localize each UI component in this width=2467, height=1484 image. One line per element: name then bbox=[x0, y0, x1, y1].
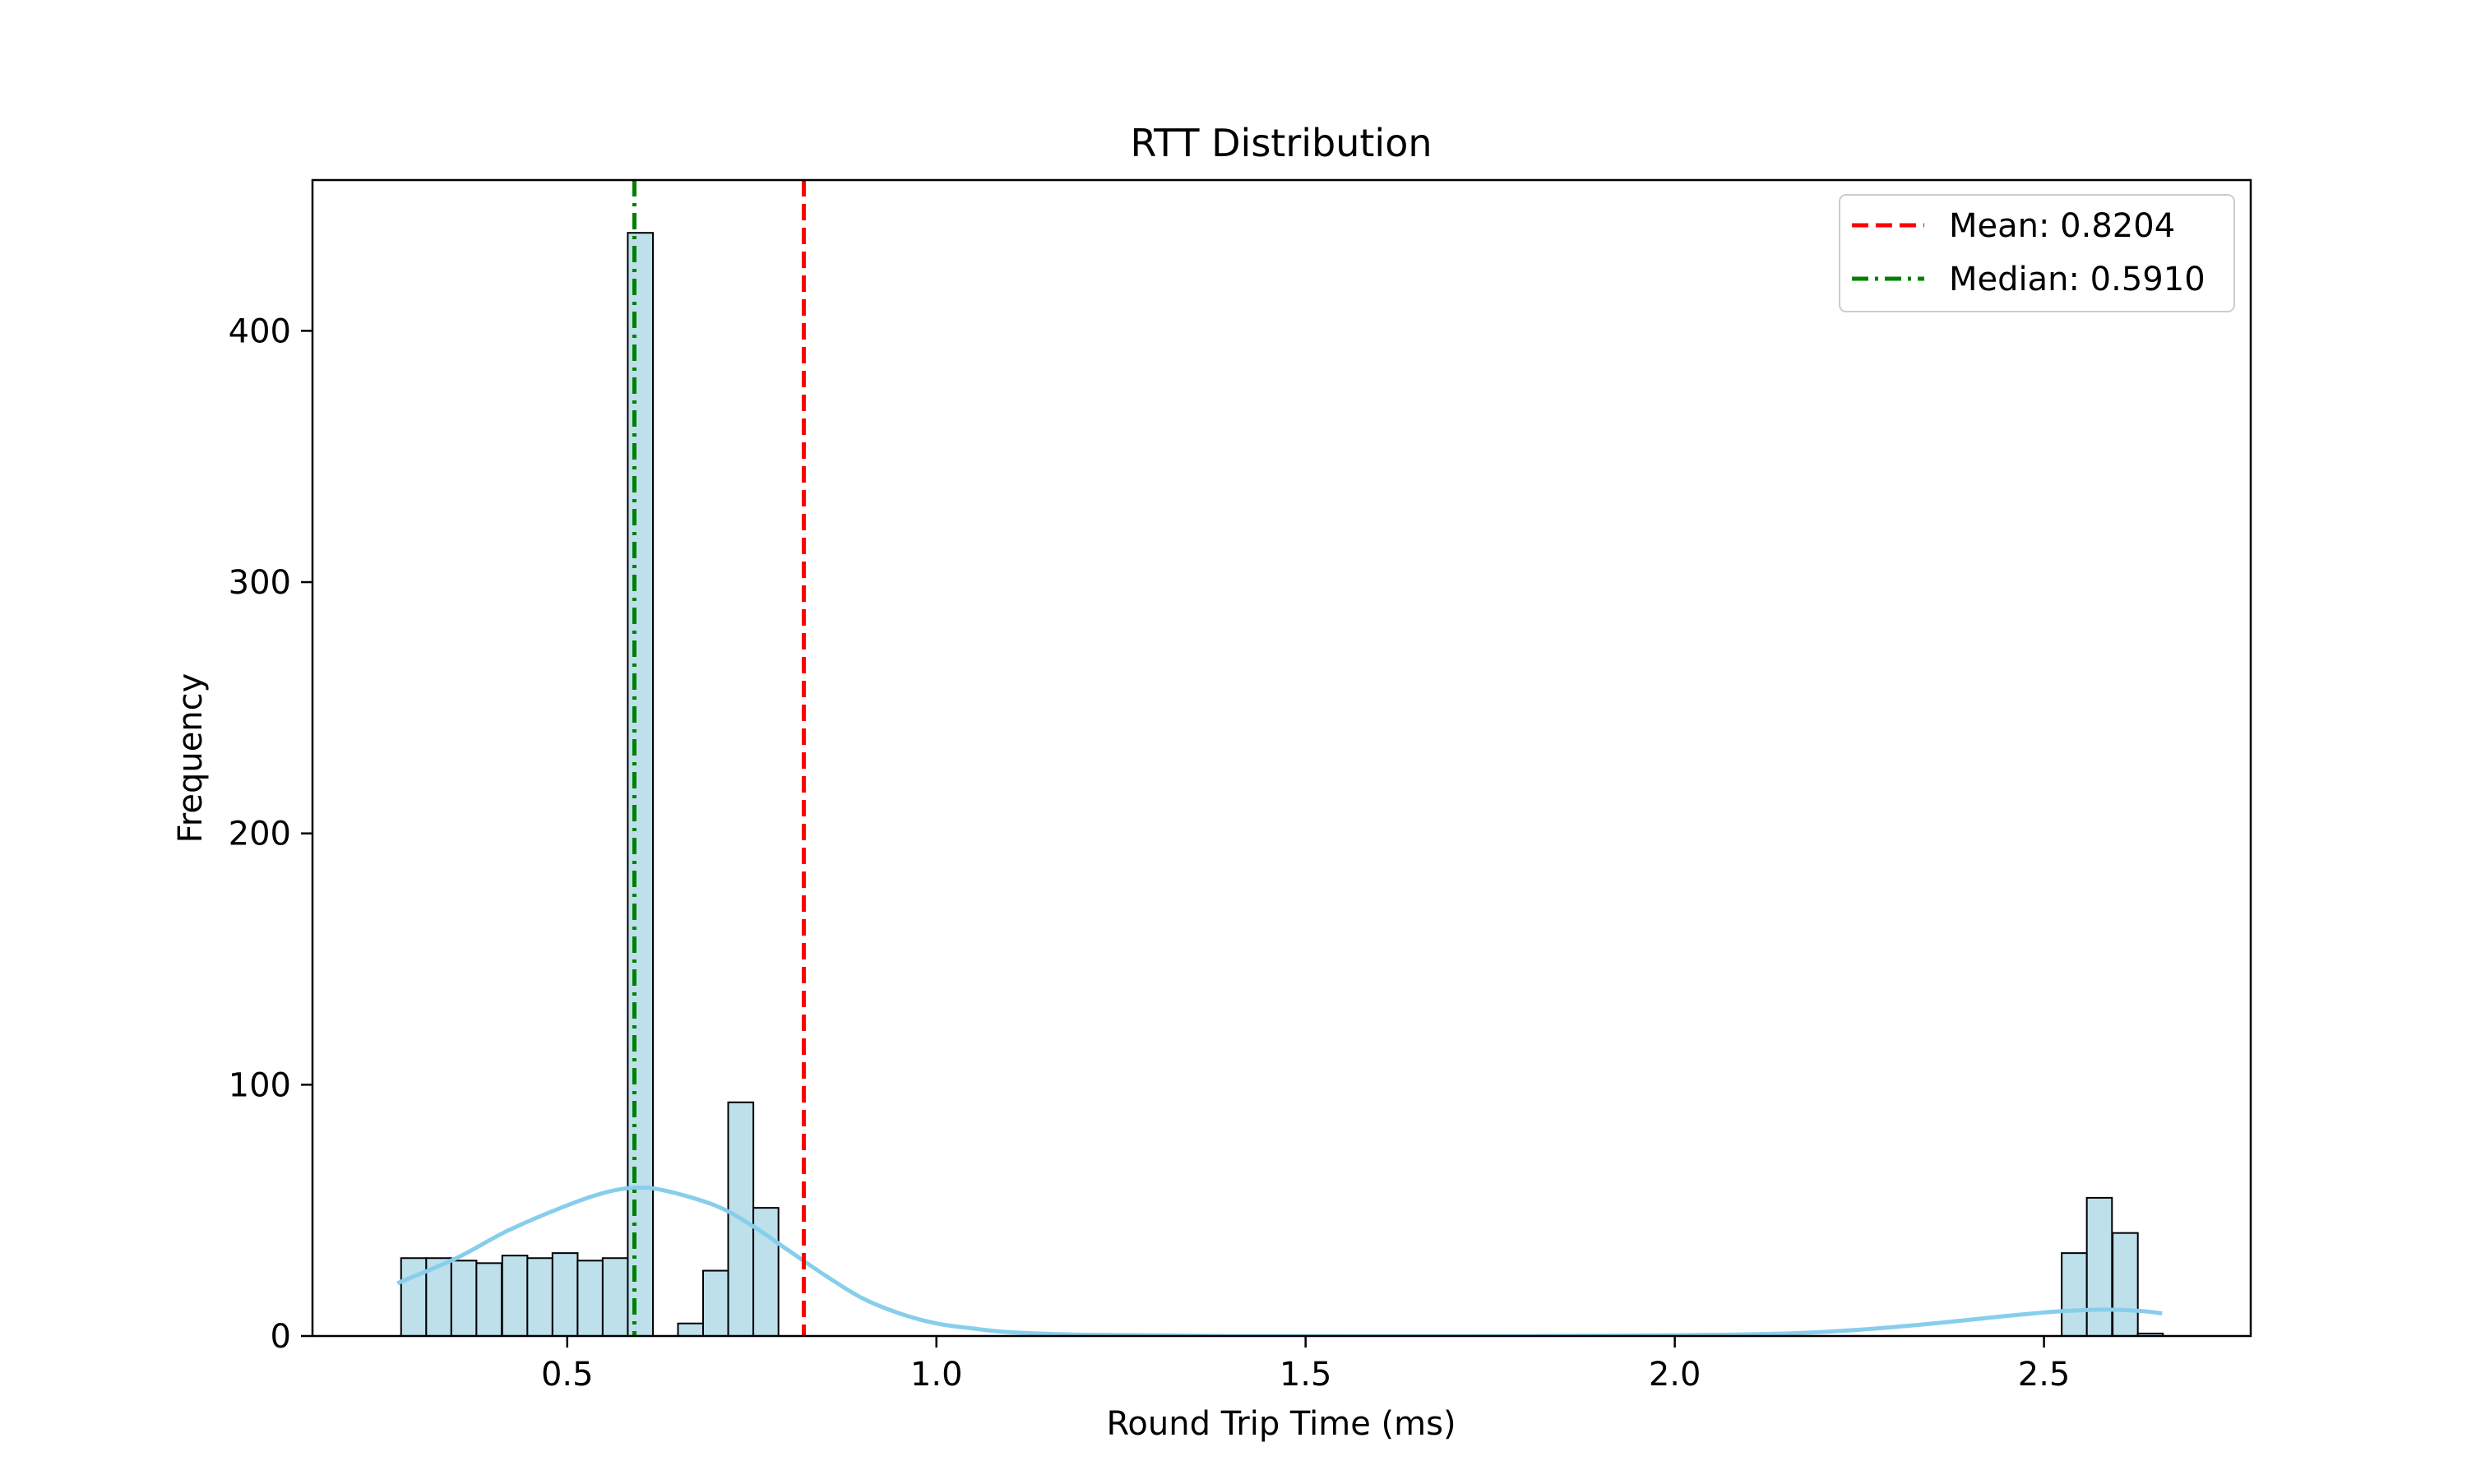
histogram-bar bbox=[2061, 1252, 2088, 1336]
y-tick-label: 400 bbox=[229, 312, 291, 350]
x-tick-label: 1.0 bbox=[910, 1356, 963, 1394]
legend: Mean: 0.8204 Median: 0.5910 bbox=[1839, 194, 2235, 312]
x-tick-label: 1.5 bbox=[1280, 1356, 1332, 1394]
legend-mean-label: Mean: 0.8204 bbox=[1949, 207, 2175, 245]
x-axis-ticks: 0.5 1.0 1.5 2.0 2.5 bbox=[541, 1336, 2070, 1394]
y-axis-label: Frequency bbox=[172, 673, 210, 844]
histogram-bar bbox=[475, 1262, 502, 1336]
reference-lines bbox=[632, 180, 806, 1336]
y-tick-label: 100 bbox=[229, 1066, 291, 1104]
x-tick-label: 0.5 bbox=[541, 1356, 594, 1394]
histogram-bar bbox=[627, 232, 655, 1336]
histogram-bar bbox=[2136, 1332, 2164, 1336]
x-axis-label: Round Trip Time (ms) bbox=[1106, 1405, 1456, 1443]
histogram-bar bbox=[450, 1260, 478, 1336]
legend-box bbox=[1839, 194, 2235, 312]
kde-curve-group bbox=[396, 1185, 2163, 1336]
y-tick-label: 200 bbox=[229, 816, 291, 853]
histogram-bar bbox=[576, 1260, 604, 1336]
chart-title: RTT Distribution bbox=[1131, 121, 1433, 165]
y-tick-label: 300 bbox=[229, 564, 291, 602]
histogram-bar bbox=[400, 1257, 428, 1336]
histogram-bar bbox=[2112, 1232, 2139, 1336]
histogram-bar bbox=[425, 1257, 452, 1336]
histogram-bar bbox=[2085, 1196, 2113, 1336]
histogram-bar bbox=[601, 1257, 629, 1336]
x-tick-label: 2.5 bbox=[2018, 1356, 2071, 1394]
legend-median-label: Median: 0.5910 bbox=[1949, 261, 2205, 298]
histogram-bar bbox=[701, 1269, 729, 1336]
histogram-bar bbox=[501, 1255, 529, 1336]
y-axis-ticks: 0 100 200 300 400 bbox=[229, 312, 312, 1356]
histogram-bar bbox=[677, 1322, 705, 1336]
kde-curve bbox=[396, 1185, 2163, 1336]
histogram-bar bbox=[551, 1252, 579, 1336]
y-tick-label: 0 bbox=[271, 1318, 291, 1356]
x-tick-label: 2.0 bbox=[1649, 1356, 1701, 1394]
plot-frame bbox=[311, 178, 2252, 1338]
histogram-bar bbox=[526, 1257, 553, 1336]
